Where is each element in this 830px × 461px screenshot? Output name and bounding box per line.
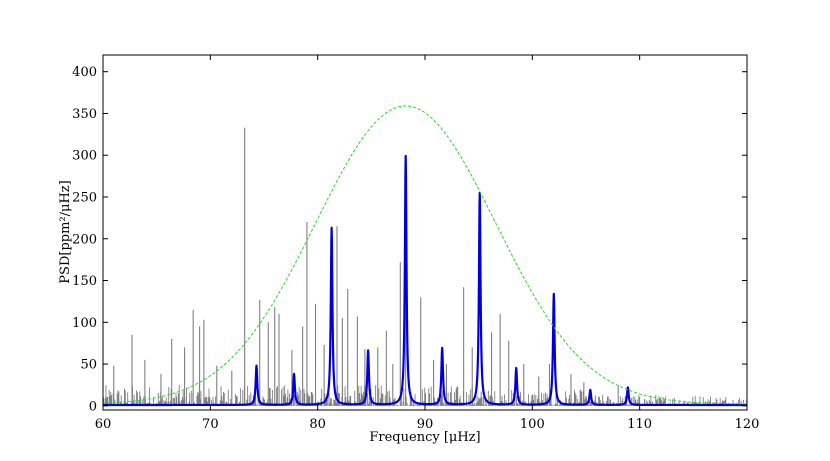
x-ticks: 60 70 80 90 100 110 120 [95,55,760,432]
y-ticks: 0 50 100 150 200 250 300 350 400 [72,65,747,414]
x-tick-label: 70 [202,417,219,432]
y-tick-label: 300 [72,149,97,164]
y-tick-label: 50 [80,358,97,373]
x-tick-label: 80 [309,417,326,432]
y-tick-label: 150 [72,274,97,289]
observed-spectrum-series [103,127,748,406]
y-tick-label: 250 [72,191,97,206]
plot-area [103,55,747,410]
gaussian-envelope-line [102,105,748,405]
x-axis-label: Frequency [μHz] [369,430,480,445]
y-tick-label: 200 [72,232,97,247]
x-tick-label: 120 [735,417,760,432]
plot-background [103,55,747,410]
y-tick-label: 100 [72,316,97,331]
x-tick-label: 110 [627,417,652,432]
y-axis-label: PSD[ppm²/μHz] [58,180,73,283]
gaussian-envelope-series [102,105,748,405]
x-tick-label: 100 [520,417,545,432]
x-tick-label: 90 [417,417,434,432]
y-tick-label: 0 [89,399,97,414]
model-peaks-series [102,154,748,407]
y-tick-label: 400 [72,65,97,80]
x-tick-label: 60 [95,417,112,432]
y-tick-label: 350 [72,107,97,122]
model-peaks-line [102,154,748,407]
